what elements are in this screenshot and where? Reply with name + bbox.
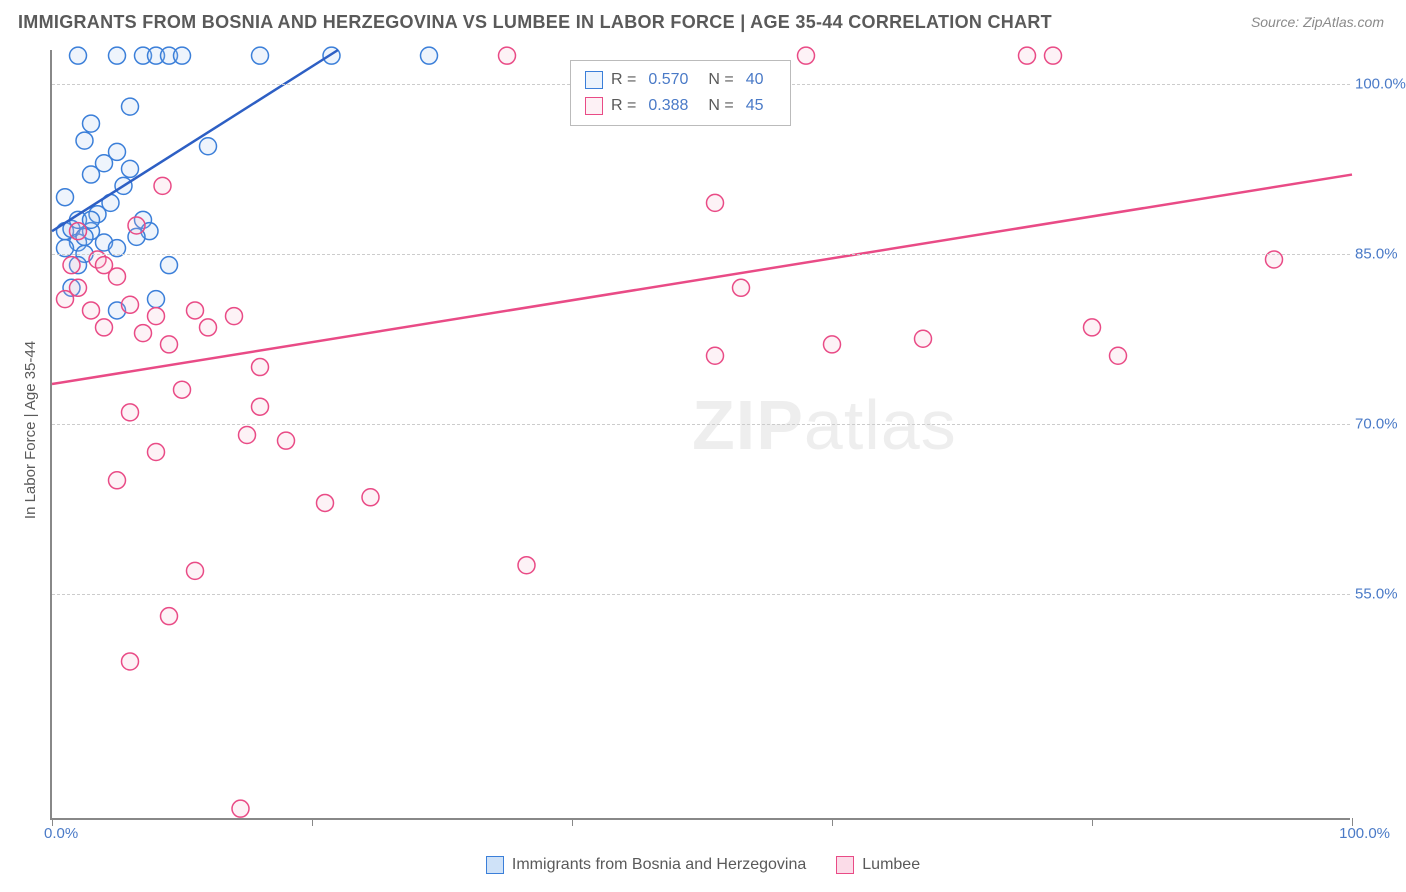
data-point (161, 257, 178, 274)
data-point (122, 160, 139, 177)
x-max-label: 100.0% (1339, 825, 1390, 842)
data-point (109, 472, 126, 489)
data-point (1084, 319, 1101, 336)
x-tick (572, 818, 573, 826)
y-tick-label: 85.0% (1355, 245, 1406, 262)
x-tick (1092, 818, 1093, 826)
n-label: N = (708, 97, 733, 115)
data-point (96, 257, 113, 274)
x-min-label: 0.0% (44, 825, 78, 842)
data-point (122, 653, 139, 670)
data-point (174, 47, 191, 64)
trend-line (52, 175, 1352, 384)
data-point (109, 143, 126, 160)
data-point (57, 189, 74, 206)
legend-label: Lumbee (862, 856, 920, 874)
data-point (128, 217, 145, 234)
data-point (798, 47, 815, 64)
data-point (200, 138, 217, 155)
chart-container: IMMIGRANTS FROM BOSNIA AND HERZEGOVINA V… (0, 0, 1406, 892)
data-point (1045, 47, 1062, 64)
r-value: 0.388 (648, 97, 688, 115)
chart-title: IMMIGRANTS FROM BOSNIA AND HERZEGOVINA V… (18, 12, 1052, 33)
legend-correlation: R = 0.570 N = 40 R = 0.388 N = 45 (570, 60, 791, 126)
source-attribution: Source: ZipAtlas.com (1251, 14, 1384, 30)
data-point (187, 302, 204, 319)
data-point (421, 47, 438, 64)
data-point (109, 47, 126, 64)
n-value: 40 (746, 71, 764, 89)
y-tick-label: 55.0% (1355, 585, 1406, 602)
data-point (707, 347, 724, 364)
x-tick (832, 818, 833, 826)
data-point (278, 432, 295, 449)
gridline (52, 594, 1350, 595)
data-point (707, 194, 724, 211)
data-point (174, 381, 191, 398)
data-point (96, 319, 113, 336)
plot-svg (52, 50, 1350, 818)
x-tick (312, 818, 313, 826)
data-point (161, 608, 178, 625)
data-point (1019, 47, 1036, 64)
data-point (122, 404, 139, 421)
data-point (148, 443, 165, 460)
data-point (76, 132, 93, 149)
data-point (70, 47, 87, 64)
data-point (733, 279, 750, 296)
r-label: R = (611, 97, 636, 115)
data-point (148, 291, 165, 308)
gridline (52, 424, 1350, 425)
plot-area: ZIPatlas 55.0%70.0%85.0%100.0% (50, 50, 1350, 820)
data-point (200, 319, 217, 336)
gridline (52, 254, 1350, 255)
legend-swatch (585, 71, 603, 89)
data-point (63, 257, 80, 274)
data-point (148, 308, 165, 325)
legend-row: R = 0.570 N = 40 (585, 67, 776, 93)
y-axis-label: In Labor Force | Age 35-44 (22, 341, 39, 519)
legend-item: Lumbee (836, 856, 920, 874)
data-point (57, 291, 74, 308)
data-point (161, 336, 178, 353)
data-point (499, 47, 516, 64)
data-point (824, 336, 841, 353)
legend-swatch (585, 97, 603, 115)
trend-line (52, 50, 338, 231)
y-tick-label: 100.0% (1355, 75, 1406, 92)
data-point (317, 494, 334, 511)
legend-label: Immigrants from Bosnia and Herzegovina (512, 856, 806, 874)
data-point (154, 177, 171, 194)
data-point (252, 47, 269, 64)
data-point (518, 557, 535, 574)
n-value: 45 (746, 97, 764, 115)
y-tick-label: 70.0% (1355, 415, 1406, 432)
legend-item: Immigrants from Bosnia and Herzegovina (486, 856, 806, 874)
data-point (915, 330, 932, 347)
data-point (122, 98, 139, 115)
data-point (239, 427, 256, 444)
data-point (226, 308, 243, 325)
data-point (252, 398, 269, 415)
data-point (1110, 347, 1127, 364)
legend-swatch (486, 856, 504, 874)
data-point (70, 223, 87, 240)
data-point (232, 800, 249, 817)
data-point (83, 115, 100, 132)
legend-bottom: Immigrants from Bosnia and Herzegovina Lu… (0, 856, 1406, 874)
data-point (83, 302, 100, 319)
legend-row: R = 0.388 N = 45 (585, 93, 776, 119)
r-label: R = (611, 71, 636, 89)
n-label: N = (708, 71, 733, 89)
data-point (362, 489, 379, 506)
r-value: 0.570 (648, 71, 688, 89)
data-point (187, 562, 204, 579)
data-point (252, 359, 269, 376)
legend-swatch (836, 856, 854, 874)
data-point (122, 296, 139, 313)
data-point (135, 325, 152, 342)
